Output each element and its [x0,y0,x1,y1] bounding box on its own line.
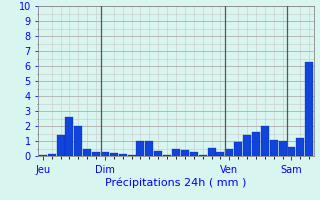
Bar [243,135,251,156]
Bar [234,142,242,156]
Bar [199,154,207,156]
Bar [74,126,82,156]
Bar [83,148,91,156]
Bar [39,154,47,156]
Bar [190,152,198,156]
Bar [261,126,269,156]
Bar [101,152,109,156]
Bar [305,62,313,156]
Bar [128,154,136,156]
Bar [296,138,304,156]
Bar [154,151,162,156]
Bar [145,141,153,156]
Bar [287,147,295,156]
Bar [92,152,100,156]
Bar [216,152,224,156]
Bar [110,153,118,156]
Bar [172,149,180,156]
Bar [119,154,127,156]
Bar [278,141,286,156]
Bar [207,148,215,156]
Bar [57,135,65,156]
Bar [48,154,56,156]
Bar [163,154,171,156]
Bar [137,141,145,156]
Bar [252,132,260,156]
Bar [66,117,74,156]
Bar [181,150,189,156]
Bar [270,140,278,156]
Bar [225,148,233,156]
X-axis label: Précipitations 24h ( mm ): Précipitations 24h ( mm ) [105,178,247,188]
